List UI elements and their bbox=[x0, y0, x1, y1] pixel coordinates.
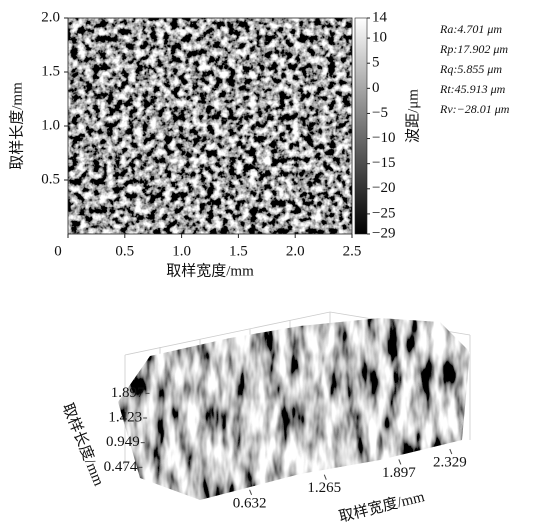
x-axis-label: 取样宽度/mm bbox=[337, 488, 426, 526]
x-tick bbox=[398, 459, 402, 465]
y-tick-label: 0.474 bbox=[104, 459, 138, 475]
colorbar-tick-label: −29 bbox=[372, 225, 395, 241]
x-tick-label: 1.0 bbox=[172, 243, 191, 259]
x-tick-label: 2.329 bbox=[433, 455, 467, 471]
colorbar-tick-label: 10 bbox=[372, 30, 387, 46]
annotation: Rp:17.902 μm bbox=[439, 42, 508, 56]
colorbar bbox=[354, 17, 368, 235]
y-tick-label: 2.0 bbox=[41, 9, 60, 25]
colorbar-tick-label: −25 bbox=[372, 205, 395, 221]
y-tick-label: 0.949 bbox=[106, 434, 140, 450]
y-axis-label: 取样长度/mm bbox=[59, 401, 108, 489]
annotation: Ra:4.701 μm bbox=[439, 22, 502, 36]
x-tick-label: 2.0 bbox=[286, 243, 305, 259]
y-tick-label: 1.5 bbox=[41, 63, 60, 79]
colorbar-tick-label: −20 bbox=[372, 180, 395, 196]
colorbar-tick-label: −10 bbox=[372, 130, 395, 146]
surface-texture bbox=[118, 318, 470, 500]
x-tick bbox=[323, 474, 327, 480]
colorbar-tick-label: 5 bbox=[372, 55, 380, 71]
y-tick-label: 1.423 bbox=[108, 409, 142, 425]
annotation: Rq:5.855 μm bbox=[439, 62, 502, 76]
y-axis-label: 取样长度/mm bbox=[8, 82, 25, 170]
annotation: Rv:−28.01 μm bbox=[439, 102, 510, 116]
colorbar-tick-label: 0 bbox=[372, 80, 380, 96]
y-tick-label: 1.0 bbox=[41, 117, 60, 133]
heatmap-texture bbox=[68, 18, 352, 234]
x-tick-label: 0.632 bbox=[233, 495, 267, 511]
colorbar-tick-label: −5 bbox=[372, 105, 388, 121]
x-tick-label: 0 bbox=[54, 243, 62, 259]
colorbar-tick-label: 14 bbox=[372, 9, 388, 25]
colorbar-tick-label: −15 bbox=[372, 155, 395, 171]
x-axis-label: 取样宽度/mm bbox=[166, 262, 254, 279]
annotation: Rt:45.913 μm bbox=[439, 82, 506, 96]
y-tick-label: 0.5 bbox=[41, 171, 60, 187]
x-tick-label: 0.5 bbox=[115, 243, 134, 259]
y-tick-label: 1.897 bbox=[111, 385, 145, 401]
x-tick-label: 1.5 bbox=[229, 243, 248, 259]
x-tick-label: 1.897 bbox=[382, 465, 416, 481]
x-tick-label: 1.265 bbox=[307, 480, 341, 496]
x-tick bbox=[449, 448, 453, 455]
surface bbox=[118, 318, 470, 500]
colorbar-label: 波距/μm bbox=[404, 89, 421, 143]
x-tick bbox=[249, 489, 253, 496]
x-tick-label: 2.5 bbox=[343, 243, 362, 259]
